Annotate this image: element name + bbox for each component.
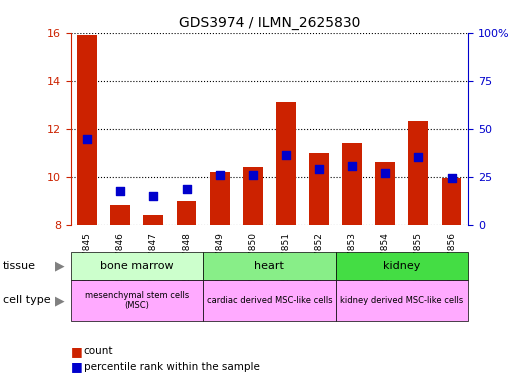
Point (381, 170, 390, 176)
Bar (243, 167, 263, 225)
Text: kidney derived MSC-like cells: kidney derived MSC-like cells (340, 296, 463, 305)
Bar (342, 143, 362, 225)
Text: ▶: ▶ (55, 260, 65, 272)
Text: heart: heart (254, 261, 285, 271)
Bar (408, 121, 428, 225)
Bar (441, 178, 461, 225)
Bar (276, 102, 296, 225)
Bar (143, 215, 163, 225)
Point (149, 193, 157, 199)
Text: cell type: cell type (3, 295, 50, 306)
Text: ▶: ▶ (55, 294, 65, 307)
Text: kidney: kidney (383, 261, 420, 271)
Point (116, 188, 124, 194)
Point (414, 154, 423, 161)
Bar (309, 153, 329, 225)
Bar (376, 162, 395, 225)
Bar (77, 35, 97, 225)
Point (248, 172, 257, 179)
Point (183, 185, 191, 192)
Text: bone marrow: bone marrow (100, 261, 174, 271)
Bar (177, 201, 197, 225)
Point (215, 172, 224, 179)
Point (315, 166, 323, 172)
Point (447, 175, 456, 181)
Bar (210, 172, 230, 225)
Text: cardiac derived MSC-like cells: cardiac derived MSC-like cells (207, 296, 332, 305)
Point (348, 163, 356, 169)
Text: percentile rank within the sample: percentile rank within the sample (84, 362, 259, 372)
Text: tissue: tissue (3, 261, 36, 271)
Text: mesenchymal stem cells
(MSC): mesenchymal stem cells (MSC) (85, 291, 189, 310)
Text: count: count (84, 346, 113, 356)
Bar (110, 205, 130, 225)
Text: ■: ■ (71, 345, 82, 358)
Title: GDS3974 / ILMN_2625830: GDS3974 / ILMN_2625830 (179, 16, 360, 30)
Point (83, 136, 92, 142)
Point (282, 152, 290, 158)
Text: ■: ■ (71, 360, 82, 373)
